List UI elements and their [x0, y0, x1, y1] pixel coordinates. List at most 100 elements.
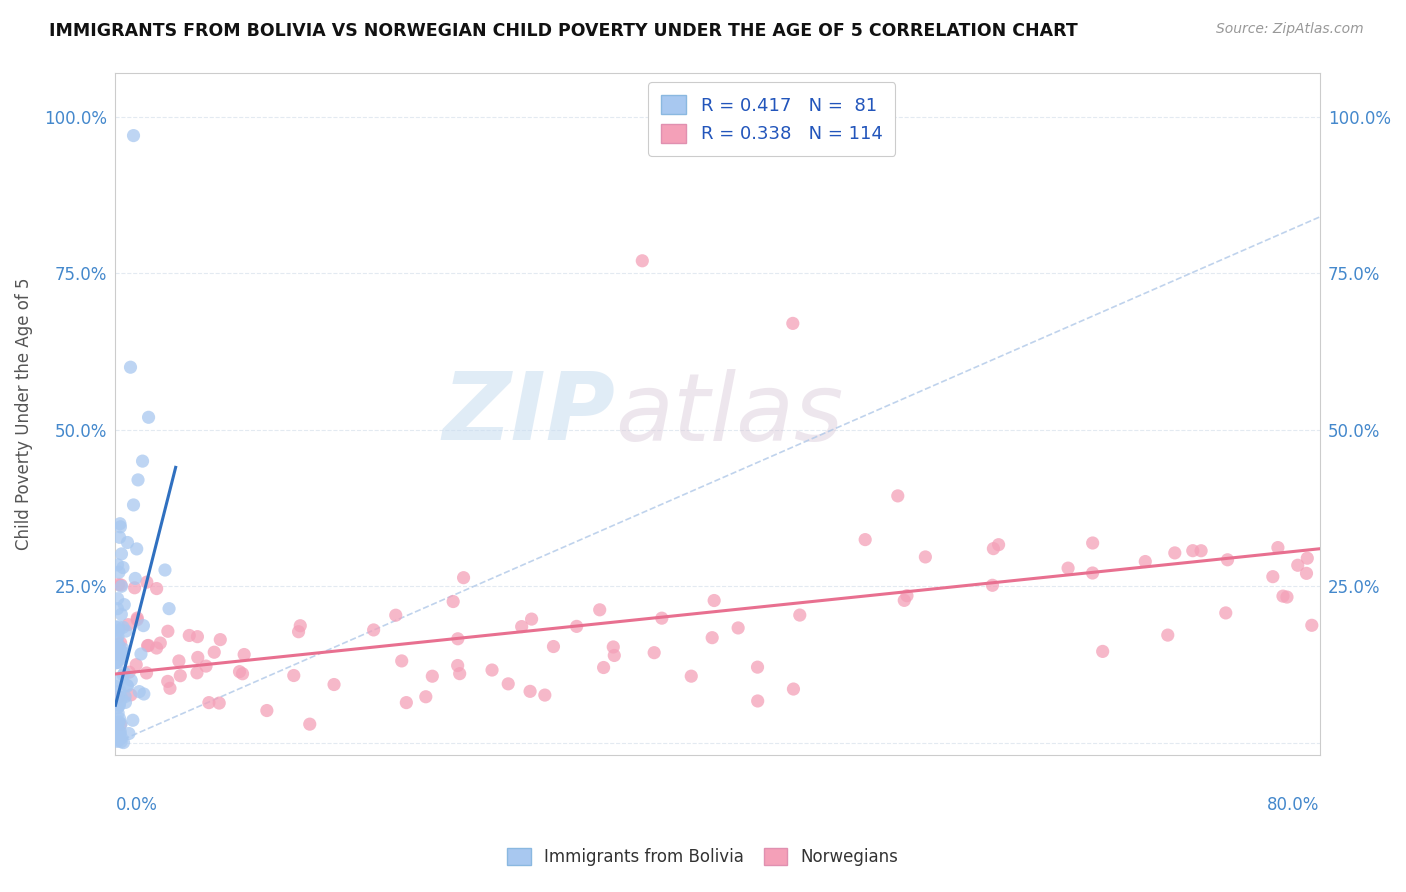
Point — [887, 489, 910, 503]
Text: Source: ZipAtlas.com: Source: ZipAtlas.com — [1216, 22, 1364, 37]
Point — [643, 646, 665, 660]
Point — [681, 669, 703, 683]
Point — [110, 547, 132, 561]
Point — [1081, 566, 1104, 580]
Point — [107, 624, 129, 638]
Point — [209, 632, 232, 647]
Point — [384, 608, 406, 623]
Legend: R = 0.417   N =  81, R = 0.338   N = 114: R = 0.417 N = 81, R = 0.338 N = 114 — [648, 82, 896, 156]
Point — [1189, 543, 1212, 558]
Point — [449, 666, 471, 681]
Point — [231, 666, 253, 681]
Point — [107, 648, 129, 663]
Point — [108, 684, 131, 698]
Point — [125, 541, 148, 556]
Point — [108, 694, 131, 708]
Point — [290, 619, 312, 633]
Point — [136, 639, 159, 653]
Point — [186, 665, 208, 680]
Point — [115, 678, 138, 692]
Text: IMMIGRANTS FROM BOLIVIA VS NORWEGIAN CHILD POVERTY UNDER THE AGE OF 5 CORRELATIO: IMMIGRANTS FROM BOLIVIA VS NORWEGIAN CHI… — [49, 22, 1078, 40]
Point — [145, 582, 167, 596]
Point — [228, 665, 250, 679]
Point — [496, 677, 519, 691]
Text: 80.0%: 80.0% — [1267, 797, 1320, 814]
Point — [107, 591, 129, 606]
Point — [110, 520, 132, 534]
Point — [117, 679, 139, 693]
Point — [108, 698, 131, 713]
Text: 0.0%: 0.0% — [115, 797, 157, 814]
Point — [156, 674, 179, 689]
Point — [107, 601, 129, 615]
Point — [127, 611, 149, 625]
Point — [110, 579, 132, 593]
Point — [104, 656, 127, 670]
Point — [534, 688, 557, 702]
Point — [107, 638, 129, 652]
Point — [107, 715, 129, 730]
Point — [1301, 618, 1323, 632]
Point — [893, 593, 915, 607]
Point — [1275, 590, 1298, 604]
Point — [110, 636, 132, 650]
Point — [159, 681, 181, 696]
Point — [169, 669, 191, 683]
Point — [896, 589, 918, 603]
Point — [453, 571, 475, 585]
Point — [1157, 628, 1180, 642]
Point — [129, 647, 152, 661]
Point — [122, 498, 145, 512]
Point — [153, 563, 176, 577]
Point — [107, 577, 129, 591]
Point — [112, 598, 135, 612]
Point — [121, 713, 143, 727]
Point — [602, 640, 624, 654]
Point — [110, 578, 132, 592]
Point — [1081, 536, 1104, 550]
Point — [112, 666, 135, 681]
Point — [104, 620, 127, 634]
Point — [1271, 589, 1294, 603]
Point — [105, 717, 128, 731]
Text: atlas: atlas — [616, 368, 844, 459]
Point — [107, 690, 129, 704]
Point — [1296, 551, 1319, 566]
Point — [167, 654, 190, 668]
Point — [107, 656, 129, 670]
Point — [1286, 558, 1309, 573]
Point — [111, 560, 134, 574]
Point — [131, 454, 153, 468]
Point — [107, 642, 129, 657]
Point — [132, 687, 155, 701]
Point — [120, 360, 142, 375]
Point — [415, 690, 437, 704]
Point — [107, 620, 129, 634]
Point — [108, 725, 131, 739]
Point — [447, 658, 470, 673]
Point — [1216, 553, 1239, 567]
Point — [110, 607, 132, 622]
Point — [124, 581, 146, 595]
Point — [519, 684, 541, 698]
Point — [631, 253, 654, 268]
Point — [118, 726, 141, 740]
Point — [195, 659, 218, 673]
Point — [108, 639, 131, 653]
Text: ZIP: ZIP — [443, 368, 616, 460]
Legend: Immigrants from Bolivia, Norwegians: Immigrants from Bolivia, Norwegians — [501, 841, 905, 873]
Point — [287, 624, 309, 639]
Point — [186, 630, 208, 644]
Point — [108, 714, 131, 729]
Point — [112, 620, 135, 634]
Point — [782, 317, 804, 331]
Point — [135, 665, 157, 680]
Point — [149, 636, 172, 650]
Point — [105, 647, 128, 661]
Point — [651, 611, 673, 625]
Point — [107, 558, 129, 572]
Point — [914, 549, 936, 564]
Point — [481, 663, 503, 677]
Point — [108, 726, 131, 740]
Point — [114, 695, 136, 709]
